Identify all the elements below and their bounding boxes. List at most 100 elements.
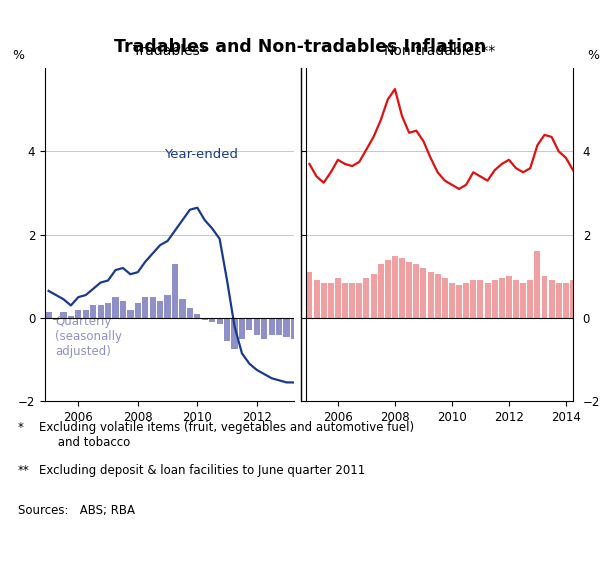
Bar (313, 318, 319, 337)
Bar (527, 281, 533, 318)
Bar (380, 314, 386, 318)
Bar (314, 281, 320, 318)
Bar (364, 278, 370, 318)
Bar (342, 283, 348, 318)
Bar (53, 318, 59, 320)
Bar (478, 281, 484, 318)
Bar (395, 312, 401, 318)
Bar (365, 316, 371, 318)
Bar (179, 299, 185, 318)
Bar (535, 251, 541, 318)
Bar (343, 318, 349, 331)
Bar (563, 283, 569, 318)
Bar (577, 306, 583, 318)
Bar (442, 278, 448, 318)
Bar (307, 272, 313, 318)
Bar (335, 318, 342, 326)
Bar (456, 284, 462, 318)
Bar (149, 297, 156, 318)
Bar (542, 277, 547, 318)
Bar (335, 278, 341, 318)
Bar (328, 283, 334, 318)
Bar (548, 281, 554, 318)
Bar (75, 310, 82, 318)
Bar (349, 283, 355, 318)
Bar (463, 283, 469, 318)
Text: *: * (18, 421, 24, 434)
Text: Quarterly
(seasonally
adjusted): Quarterly (seasonally adjusted) (55, 315, 122, 357)
Bar (428, 272, 434, 318)
Bar (120, 302, 126, 318)
Bar (187, 307, 193, 318)
Bar (410, 299, 416, 318)
Text: %: % (588, 48, 600, 61)
Bar (328, 318, 334, 341)
Bar (269, 318, 275, 335)
Bar (276, 318, 282, 335)
Bar (134, 303, 141, 318)
Bar (224, 318, 230, 341)
Bar (127, 310, 134, 318)
Bar (570, 281, 576, 318)
Bar (246, 318, 253, 331)
Bar (320, 318, 327, 339)
Bar (506, 277, 512, 318)
Bar (283, 318, 290, 337)
Bar (172, 264, 178, 318)
Text: Tradables and Non-tradables Inflation: Tradables and Non-tradables Inflation (114, 38, 486, 56)
Text: Tradables*: Tradables* (133, 44, 206, 58)
Bar (142, 297, 148, 318)
Bar (356, 283, 362, 318)
Text: **: ** (18, 464, 30, 477)
Text: Year-ended: Year-ended (164, 149, 239, 162)
Bar (83, 310, 89, 318)
Bar (90, 306, 97, 318)
Bar (406, 262, 412, 318)
Text: Excluding volatile items (fruit, vegetables and automotive fuel)
     and tobacc: Excluding volatile items (fruit, vegetab… (39, 421, 414, 449)
Bar (157, 302, 163, 318)
Text: Sources:   ABS; RBA: Sources: ABS; RBA (18, 504, 135, 517)
Bar (254, 318, 260, 335)
Bar (68, 316, 74, 318)
Bar (421, 268, 427, 318)
Bar (194, 314, 200, 318)
Bar (217, 318, 223, 324)
Bar (385, 259, 391, 318)
Bar (413, 264, 419, 318)
Bar (202, 318, 208, 320)
Bar (164, 295, 170, 318)
Bar (350, 318, 356, 322)
Bar (403, 303, 409, 318)
Bar (98, 306, 104, 318)
Bar (434, 274, 440, 318)
Bar (513, 281, 519, 318)
Text: Excluding deposit & loan facilities to June quarter 2011: Excluding deposit & loan facilities to J… (39, 464, 365, 477)
Text: Non-tradables**: Non-tradables** (383, 44, 496, 58)
Bar (358, 318, 364, 320)
Bar (61, 312, 67, 318)
Bar (298, 318, 305, 331)
Bar (449, 283, 455, 318)
Bar (556, 283, 562, 318)
Bar (392, 255, 398, 318)
Bar (470, 281, 476, 318)
Bar (399, 258, 405, 318)
Bar (46, 312, 52, 318)
Bar (232, 318, 238, 349)
Bar (520, 283, 526, 318)
Bar (112, 297, 119, 318)
Bar (418, 291, 424, 318)
Bar (491, 281, 497, 318)
Bar (320, 283, 326, 318)
Bar (105, 303, 111, 318)
Bar (291, 318, 297, 339)
Bar (209, 318, 215, 322)
Bar (485, 283, 491, 318)
Bar (261, 318, 268, 339)
Text: %: % (13, 48, 25, 61)
Bar (373, 316, 379, 318)
Bar (371, 274, 377, 318)
Bar (306, 318, 312, 335)
Bar (388, 316, 394, 318)
Bar (499, 278, 505, 318)
